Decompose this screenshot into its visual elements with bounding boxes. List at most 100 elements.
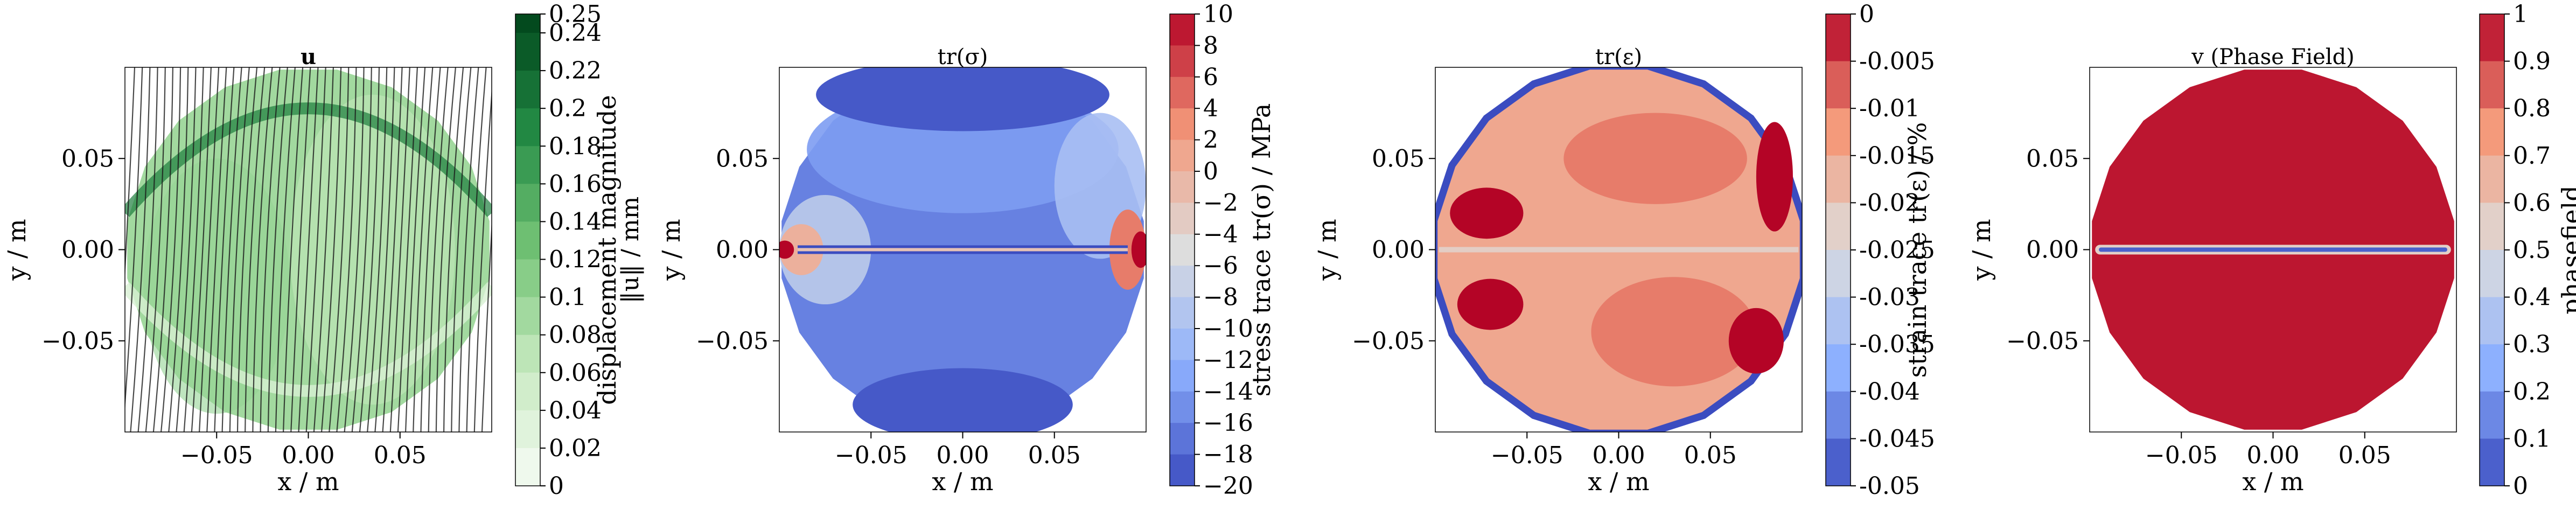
y-tick-label: −0.05 xyxy=(696,327,769,355)
streamline xyxy=(130,67,151,432)
colorbar-band xyxy=(515,297,540,336)
colorbar-tick-label: 0.2 xyxy=(2513,378,2551,406)
streamlines xyxy=(125,67,492,432)
streamline xyxy=(267,67,288,432)
x-tick-label: 0.00 xyxy=(937,442,989,469)
streamline xyxy=(152,67,173,432)
colorbar-tick-label: −14 xyxy=(1203,378,1253,406)
colorbar-tick-label: 0.12 xyxy=(549,246,602,274)
contour-field xyxy=(779,67,1146,432)
panel-3: −0.05 0.00 0.05 0.05 0.00 −0.05 x / m y / m tr(ε… xyxy=(1313,1,1935,500)
streamline xyxy=(191,67,212,432)
colorbar-band xyxy=(515,71,540,109)
colorbar-tick-label: 0.14 xyxy=(549,208,602,235)
colorbar-band xyxy=(2480,61,2504,109)
colorbar-band xyxy=(515,410,540,449)
field-region xyxy=(143,158,290,414)
crack xyxy=(2099,247,2447,252)
streamline xyxy=(221,67,242,432)
streamline xyxy=(397,67,418,432)
streamline xyxy=(435,67,456,432)
colorbar-band xyxy=(1170,203,1195,235)
field-region xyxy=(1591,277,1756,387)
streamline xyxy=(283,67,304,432)
streamline xyxy=(236,67,258,432)
streamline xyxy=(428,67,449,432)
colorbar-label: displacement magnitude xyxy=(592,95,622,405)
colorbar-tick-label: 0.18 xyxy=(549,133,602,160)
colorbar-band xyxy=(2480,108,2504,156)
colorbar-band xyxy=(515,146,540,184)
colorbar-tick-label: −2 xyxy=(1203,189,1238,217)
colorbar-tick-label: 0.5 xyxy=(2513,236,2551,264)
colorbar-band xyxy=(1170,297,1195,329)
contour-field xyxy=(1435,67,1802,432)
x-tick-label: −0.05 xyxy=(835,442,907,469)
colorbar-tick-label: -0.015 xyxy=(1859,142,1935,170)
colorbar-tick-label: -0.025 xyxy=(1859,236,1935,264)
colorbar-tick-label: -0.05 xyxy=(1859,472,1920,500)
y-axis-label: y / m xyxy=(2,219,31,281)
streamline xyxy=(420,67,441,432)
streamline xyxy=(125,67,143,412)
colorbar-tick-label: 6 xyxy=(1203,64,1218,91)
colorbar-band xyxy=(2480,155,2504,203)
colorbar-band xyxy=(1826,203,1851,250)
x-axis-label: x / m xyxy=(1588,467,1649,496)
crack xyxy=(798,248,1128,252)
x-axis-label: x / m xyxy=(932,467,993,496)
colorbar-tick-label: 0.6 xyxy=(2513,189,2551,217)
streamline xyxy=(329,67,350,432)
crack xyxy=(1439,247,1799,253)
colorbar-tick-label: -0.03 xyxy=(1859,284,1920,311)
streamline xyxy=(359,67,380,432)
streamline xyxy=(405,67,426,432)
x-tick-label: −0.05 xyxy=(180,442,253,469)
colorbar-tick-label: 0.04 xyxy=(549,397,602,424)
colorbar-tick-label: 0.02 xyxy=(549,435,602,462)
colorbar-tick-label: -0.02 xyxy=(1859,189,1920,217)
streamline xyxy=(473,87,492,432)
streamline xyxy=(344,67,365,432)
field-region xyxy=(853,368,1073,432)
y-tick-label: 0.00 xyxy=(2026,236,2079,264)
colorbar-tick-label: 0.25 xyxy=(549,1,602,28)
streamline xyxy=(298,67,319,432)
chart-title: tr(ε) xyxy=(1595,45,1642,69)
colorbar-tick-label: 1 xyxy=(2513,1,2528,28)
colorbar-tick-label: 0 xyxy=(1859,1,1874,28)
streamline xyxy=(336,67,357,432)
colorbar-band xyxy=(1170,266,1195,298)
colorbar-band xyxy=(1170,234,1195,266)
colorbar-tick-label: -0.005 xyxy=(1859,48,1935,75)
streamline xyxy=(168,67,189,432)
panel-1: −0.05 0.00 0.05 0.05 0.00 −0.05 x / m y / m u 0.2… xyxy=(2,1,644,500)
colorbar-tick-label: −12 xyxy=(1203,346,1253,374)
colorbar-band xyxy=(515,259,540,298)
x-tick-label: −0.05 xyxy=(2145,442,2218,469)
panel-4: −0.05 0.00 0.05 0.05 0.00 −0.05 x / m y / m v (P… xyxy=(1967,1,2576,500)
colorbar-tick-label: 10 xyxy=(1203,1,1233,28)
colorbar-band xyxy=(515,108,540,147)
field-region xyxy=(1563,113,1747,204)
streamline xyxy=(199,67,220,432)
colorbar-tick-label: 0.24 xyxy=(549,19,602,47)
colorbar-band xyxy=(1826,61,1851,109)
field-region xyxy=(779,240,794,259)
colorbar-band xyxy=(2480,438,2504,486)
colorbar-band xyxy=(1170,140,1195,172)
colorbar-tick-label: -0.045 xyxy=(1859,425,1935,452)
colorbar-band xyxy=(2480,14,2504,62)
streamline xyxy=(382,67,403,432)
colorbar-band xyxy=(2480,391,2504,439)
streamline xyxy=(351,67,372,432)
colorbar-tick-label: 0.4 xyxy=(2513,284,2551,311)
colorbar-band xyxy=(515,221,540,260)
colorbar-band xyxy=(2480,297,2504,345)
colorbar: 1 0.9 0.8 0.7 0.6 0.5 0.4 0.3 0.2 0.1 0 phasefield xyxy=(2479,1,2576,500)
streamline xyxy=(413,67,434,432)
colorbar-band xyxy=(1170,454,1195,486)
streamline xyxy=(466,67,487,432)
colorbar-band xyxy=(1826,14,1851,62)
x-tick-label: −0.05 xyxy=(1491,442,1563,469)
